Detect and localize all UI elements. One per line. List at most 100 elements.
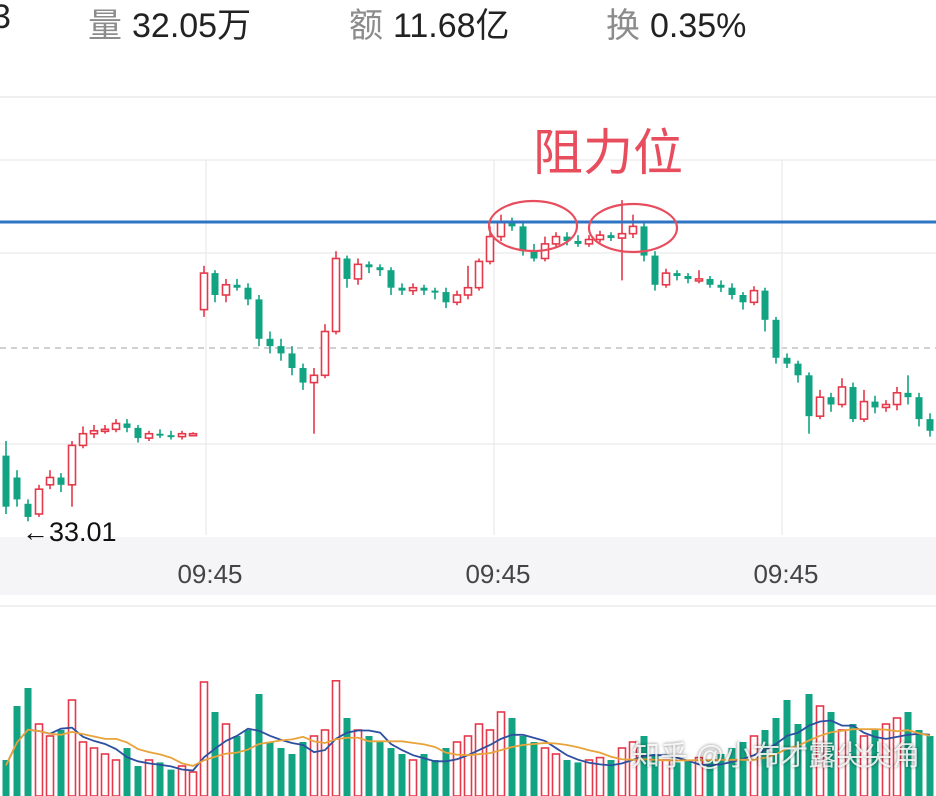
volume-bars-layer bbox=[2, 679, 934, 796]
candle bbox=[221, 278, 231, 303]
candle-body bbox=[398, 287, 406, 291]
candle bbox=[772, 316, 780, 364]
candle bbox=[761, 287, 769, 332]
candle bbox=[78, 426, 88, 449]
candle-body bbox=[144, 432, 154, 439]
candle bbox=[607, 232, 615, 241]
candle-body bbox=[673, 273, 681, 277]
volume-bar bbox=[188, 771, 198, 796]
candle bbox=[805, 372, 813, 434]
volume-bar bbox=[904, 712, 912, 796]
candle bbox=[849, 382, 857, 423]
volume-bar bbox=[508, 718, 516, 796]
candle-body bbox=[607, 235, 615, 239]
candle-body bbox=[706, 278, 714, 285]
candle-body bbox=[156, 433, 164, 436]
candle bbox=[45, 470, 55, 490]
candle-body bbox=[343, 258, 351, 279]
volume-bar bbox=[288, 754, 296, 796]
candle bbox=[728, 283, 736, 300]
volume-bar bbox=[2, 760, 10, 796]
volume-bar bbox=[34, 723, 44, 796]
candle-body bbox=[100, 428, 110, 433]
candle-body bbox=[45, 476, 55, 486]
candle-body bbox=[13, 477, 21, 500]
volume-bar bbox=[551, 753, 561, 796]
volume-bar bbox=[320, 729, 330, 796]
candle-body bbox=[452, 294, 462, 304]
volume-bar bbox=[13, 706, 21, 796]
candle-body bbox=[221, 283, 231, 296]
candle-body bbox=[199, 272, 209, 311]
turnover-stat: 换 0.35% bbox=[606, 0, 746, 47]
candle bbox=[331, 251, 341, 335]
candle-body bbox=[2, 455, 10, 507]
candle bbox=[783, 353, 791, 368]
candle bbox=[892, 386, 902, 411]
candle bbox=[827, 392, 835, 412]
candle-body bbox=[651, 255, 659, 285]
candle-body bbox=[617, 232, 627, 239]
candle-body bbox=[34, 488, 44, 515]
volume-bar bbox=[78, 741, 88, 796]
candle bbox=[34, 484, 44, 517]
volume-bar bbox=[67, 699, 77, 796]
candle bbox=[24, 499, 32, 522]
candle-body bbox=[859, 400, 869, 420]
candle bbox=[530, 243, 538, 262]
candle-body bbox=[563, 236, 571, 241]
candle-body bbox=[904, 392, 912, 398]
volume-bar bbox=[309, 735, 319, 796]
candle bbox=[156, 429, 164, 439]
volume-bar bbox=[89, 747, 99, 796]
volume-bar bbox=[849, 724, 857, 796]
candle-body bbox=[177, 432, 187, 438]
candle-body bbox=[926, 419, 934, 431]
candle-body bbox=[420, 287, 428, 291]
candle bbox=[288, 346, 296, 376]
volume-bar bbox=[739, 742, 747, 796]
candle-body bbox=[408, 286, 418, 292]
volume-bar bbox=[408, 759, 418, 796]
candle-body bbox=[684, 276, 692, 279]
candle bbox=[177, 430, 187, 440]
volume-bar bbox=[177, 765, 187, 796]
volume-bar bbox=[617, 747, 627, 796]
volume-bar bbox=[221, 723, 231, 796]
volume-bar bbox=[277, 748, 285, 796]
volume-bar bbox=[134, 766, 142, 796]
volume-bar bbox=[376, 742, 384, 796]
candle-body bbox=[519, 226, 527, 252]
volume-bar bbox=[167, 769, 175, 796]
volume-value: 32.05万 bbox=[132, 7, 252, 45]
volume-bar bbox=[156, 762, 164, 796]
candle bbox=[277, 338, 285, 361]
candle-body bbox=[309, 374, 319, 384]
turnover-label: 换 bbox=[606, 7, 640, 45]
candle bbox=[100, 424, 110, 434]
volume-bar bbox=[211, 712, 219, 796]
candle bbox=[144, 430, 154, 441]
volume-bar bbox=[827, 712, 835, 796]
volume-bar bbox=[442, 748, 450, 796]
candle-body bbox=[717, 284, 725, 288]
candle bbox=[463, 265, 473, 300]
chart-grid bbox=[0, 96, 936, 607]
candle bbox=[123, 419, 131, 433]
candle bbox=[89, 424, 99, 439]
volume-bar bbox=[45, 735, 55, 796]
candle bbox=[837, 378, 847, 408]
candle-body bbox=[255, 299, 263, 339]
candle bbox=[651, 251, 659, 291]
candle-body bbox=[837, 386, 847, 406]
candle bbox=[684, 273, 692, 284]
candle bbox=[574, 235, 582, 247]
candle-body bbox=[815, 396, 825, 417]
candle bbox=[749, 286, 759, 306]
candle bbox=[365, 261, 373, 274]
candle bbox=[904, 375, 912, 405]
volume-bar bbox=[353, 729, 363, 796]
volume-bar bbox=[530, 742, 538, 796]
candle-body bbox=[387, 270, 395, 288]
